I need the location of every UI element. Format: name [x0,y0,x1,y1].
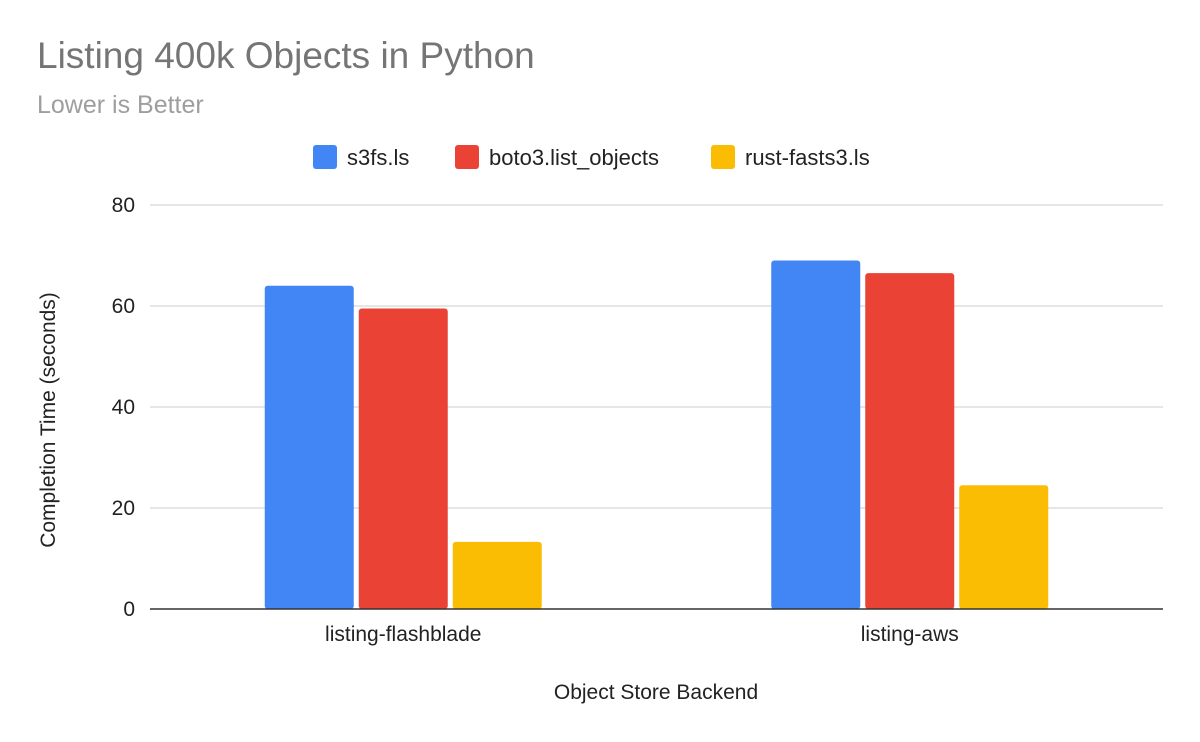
chart-title: Listing 400k Objects in Python [37,35,535,76]
legend-swatch [313,145,337,169]
bar-boto3-list-objects [358,308,448,609]
legend: s3fs.ls boto3.list_objects rust-fasts3.ls [313,145,870,170]
x-tick-label: listing-aws [861,623,959,646]
legend-label: s3fs.ls [347,145,409,170]
bar-rust-fasts3-ls [959,485,1049,609]
y-axis-ticks: 0 20 40 60 80 [112,194,135,621]
legend-label: rust-fasts3.ls [745,145,870,170]
y-axis-title: Completion Time (seconds) [37,292,60,548]
bar-boto3-list-objects [865,273,955,609]
x-axis-ticks: listing-flashblade listing-aws [325,623,959,646]
legend-label: boto3.list_objects [489,145,659,170]
bars [150,260,1163,610]
y-tick-label: 60 [112,295,135,318]
legend-swatch [711,145,735,169]
y-tick-label: 20 [112,497,135,520]
x-tick-label: listing-flashblade [325,623,481,646]
y-tick-label: 0 [123,598,135,621]
y-tick-label: 80 [112,194,135,217]
legend-swatch [455,145,479,169]
x-axis-title: Object Store Backend [554,681,758,704]
y-tick-label: 40 [112,396,135,419]
bar-s3fs-ls [771,260,861,609]
bar-rust-fasts3-ls [452,541,542,609]
chart-subtitle: Lower is Better [37,91,204,119]
bar-s3fs-ls [264,285,354,609]
